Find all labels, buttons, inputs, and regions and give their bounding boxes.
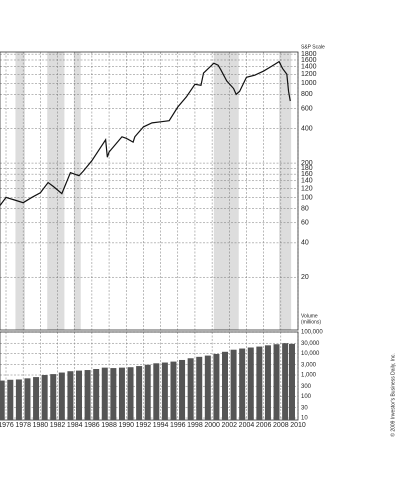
y-tick-label: 30,000 [301,341,320,347]
shaded-period [47,52,65,330]
shaded-period [73,52,81,330]
volume-bar [288,343,295,420]
x-tick-label: 1998 [187,422,203,429]
x-tick-label: 2006 [256,422,272,429]
x-tick-label: 1996 [170,422,186,429]
volume-bar [239,348,246,420]
y-tick-label: 10 [301,416,308,422]
volume-bar [222,351,229,420]
y-tick-label: 200 [301,160,313,167]
volume-bar [179,359,186,420]
volume-bar [67,371,74,420]
y-tick-label: 60 [301,220,309,227]
y-tick-label: 10,000 [301,351,320,357]
y-tick-label: 1800 [301,51,317,58]
volume-bar [136,366,143,420]
volume-bar [282,343,289,420]
volume-bar [153,363,160,420]
x-tick-label: 2002 [222,422,238,429]
axis-label: S&P Scale [301,44,325,50]
shaded-period [279,52,292,330]
x-tick-label: 2004 [239,422,255,429]
x-tick-label: 2008 [273,422,289,429]
volume-bar [187,358,194,420]
y-tick-label: 160 [301,171,313,178]
x-tick-label: 1984 [67,422,83,429]
y-tick-label: 140 [301,178,313,185]
volume-bar [256,346,263,420]
y-tick-label: 180 [301,165,313,172]
plot-frame [0,51,299,331]
y-tick-label: 1600 [301,57,317,64]
axis-label: (millions) [301,319,321,325]
axis-label: Volume [301,313,318,319]
volume-bar [273,344,280,420]
volume-bar [230,349,237,420]
copyright: © 2009 Investor's Business Daily, Inc. [389,353,396,436]
y-tick-label: 40 [301,240,309,247]
y-tick-label: 100,000 [301,330,323,336]
volume-bar [76,370,83,420]
y-tick-label: 600 [301,105,313,112]
volume-bar [213,353,220,420]
volume-bar [84,370,91,420]
volume-bar [196,356,203,420]
x-tick-label: 2000 [204,422,220,429]
y-tick-label: 800 [301,91,313,98]
volume-bar [0,380,5,420]
volume-bar [247,347,254,420]
y-tick-label: 1,000 [301,373,317,379]
volume-bar [41,375,48,420]
price-line [0,60,291,206]
x-tick-label: 1986 [84,422,100,429]
volume-bar [127,367,134,420]
x-tick-label: 1982 [50,422,66,429]
volume-bar [101,367,108,420]
volume-bar [33,377,40,420]
y-tick-label: 1000 [301,80,317,87]
x-tick-label: 1992 [136,422,152,429]
x-tick-label: 1990 [118,422,134,429]
y-tick-label: 1400 [301,63,317,70]
y-tick-label: 3,000 [301,362,317,368]
y-tick-label: 100 [301,194,313,201]
volume-bar [161,362,168,420]
y-tick-label: 80 [301,205,309,212]
x-tick-label: 1978 [15,422,31,429]
y-tick-label: 100 [301,394,312,400]
volume-bar [264,345,271,420]
volume-bar [50,374,57,420]
y-tick-label: 400 [301,126,313,133]
volume-bar [170,361,177,420]
volume-bar [144,364,151,420]
shaded-period [15,52,25,330]
x-tick-label: 1994 [153,422,169,429]
volume-bar [93,369,100,420]
shaded-period [213,52,239,330]
y-tick-label: 1200 [301,71,317,78]
y-tick-label: 20 [301,274,309,281]
volume-bar [110,368,117,420]
x-tick-label: 1980 [33,422,49,429]
volume-bar [7,379,14,420]
y-tick-label: 30 [301,405,308,411]
volume-bar [24,378,31,420]
x-tick-label: 1988 [101,422,117,429]
volume-bar [58,372,65,420]
y-tick-label: 120 [301,185,313,192]
volume-bar [204,355,211,420]
volume-bar [118,367,125,420]
volume-bar [15,379,22,420]
y-tick-label: 300 [301,384,312,390]
x-tick-label: 1976 [0,422,14,429]
x-tick-label: 2010 [290,422,306,429]
